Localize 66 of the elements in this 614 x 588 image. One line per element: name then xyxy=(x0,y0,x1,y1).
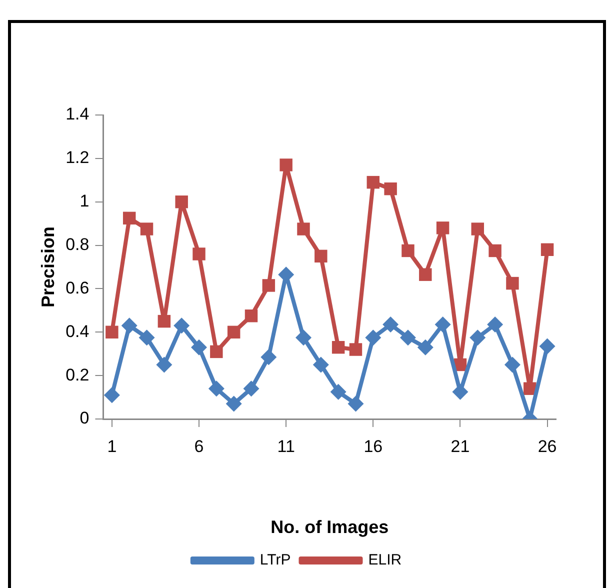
y-tick-label: 0.8 xyxy=(66,234,90,254)
point xyxy=(122,212,136,225)
point xyxy=(384,182,397,196)
point xyxy=(295,330,312,346)
x-tick-label: 21 xyxy=(450,436,470,456)
x-tick-label: 16 xyxy=(364,436,383,456)
point xyxy=(243,380,260,397)
point xyxy=(488,244,502,258)
point xyxy=(540,243,554,256)
point xyxy=(471,222,484,236)
point xyxy=(365,330,382,346)
point xyxy=(106,326,118,339)
point xyxy=(402,244,414,258)
point xyxy=(332,340,345,354)
point xyxy=(330,384,346,400)
point xyxy=(138,330,155,346)
point xyxy=(156,356,172,373)
legend-label: ELIR xyxy=(368,552,402,569)
point xyxy=(400,330,416,346)
legend-label: LTrP xyxy=(260,552,291,569)
point xyxy=(158,314,171,328)
point xyxy=(210,345,223,358)
point xyxy=(314,250,328,263)
y-tick-label: 0.2 xyxy=(66,365,90,384)
x-tick-label: 26 xyxy=(538,436,557,456)
x-tick-label: 6 xyxy=(194,436,204,456)
point xyxy=(191,339,208,356)
point xyxy=(262,279,276,292)
point xyxy=(348,396,364,412)
point xyxy=(417,339,434,356)
point xyxy=(366,176,380,189)
y-tick-label: 1 xyxy=(80,192,90,211)
y-tick-label: 0.4 xyxy=(66,322,90,341)
point xyxy=(174,318,190,334)
point xyxy=(419,268,432,281)
x-axis-title: No. of Images xyxy=(270,517,389,538)
point xyxy=(470,330,486,346)
point xyxy=(140,222,154,236)
point xyxy=(434,316,451,333)
point xyxy=(104,387,120,404)
point xyxy=(436,222,450,234)
point xyxy=(349,343,362,356)
y-tick-label: 1.2 xyxy=(66,148,90,168)
point xyxy=(226,396,242,412)
x-tick-label: 1 xyxy=(107,436,117,456)
point xyxy=(487,316,504,333)
x-tick-label: 11 xyxy=(277,436,295,456)
point xyxy=(312,356,329,373)
point xyxy=(244,309,258,322)
point xyxy=(297,222,310,236)
point xyxy=(506,276,519,290)
point xyxy=(208,380,224,397)
y-tick-label: 0.6 xyxy=(66,278,90,298)
point xyxy=(227,326,240,339)
y-axis-title: Precision xyxy=(38,226,58,308)
y-tick-label: 1.4 xyxy=(66,104,90,124)
point xyxy=(382,316,399,333)
point xyxy=(280,158,292,172)
y-tick-label: 0 xyxy=(80,408,90,428)
point xyxy=(539,338,556,354)
point xyxy=(192,248,206,260)
point xyxy=(504,356,520,373)
point xyxy=(175,195,188,208)
point xyxy=(121,318,138,334)
point xyxy=(260,349,277,366)
point xyxy=(452,384,468,400)
